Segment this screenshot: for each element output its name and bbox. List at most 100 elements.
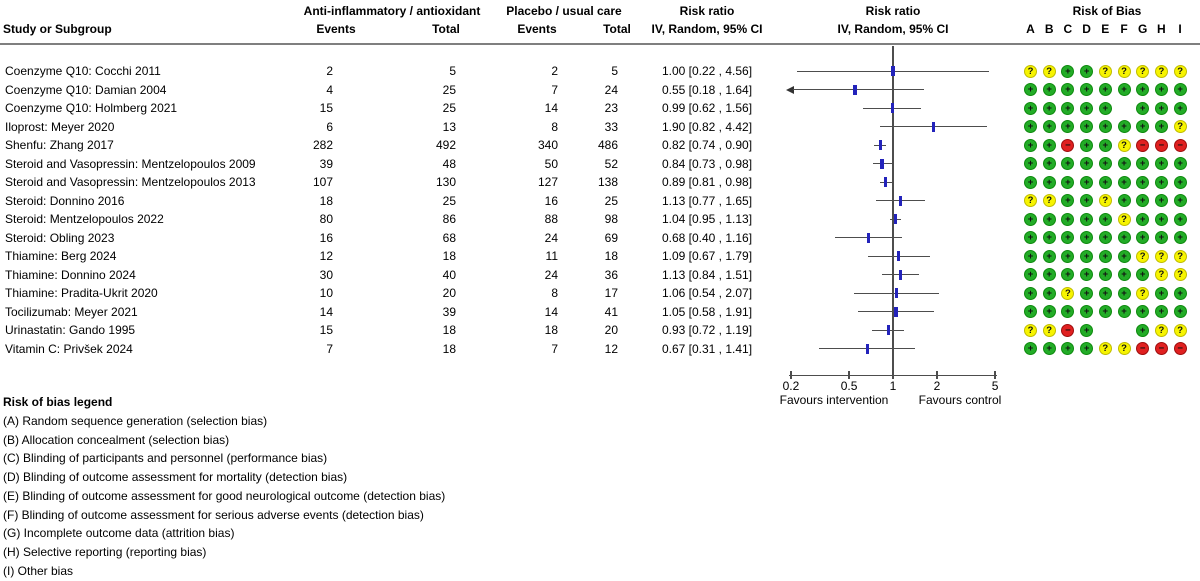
rob-unclear-risk-icon: ? <box>1042 323 1056 337</box>
rob-low-risk-icon: + <box>1024 305 1037 319</box>
null-effect-line <box>892 46 894 376</box>
point-estimate-marker <box>866 232 871 243</box>
rob-unclear-risk-icon: ? <box>1098 194 1112 208</box>
total-control: 98 <box>604 212 618 226</box>
rob-unclear-risk-icon: ? <box>1098 342 1112 356</box>
rob-low-risk-icon: + <box>1117 305 1131 319</box>
risk-ratio-plot-column-subtitle: IV, Random, 95% CI <box>837 22 949 36</box>
rob-low-risk-icon: + <box>1098 157 1112 171</box>
study-name: Thiamine: Pradita-Ukrit 2020 <box>5 286 158 300</box>
rob-low-risk-icon: + <box>1061 101 1075 115</box>
risk-ratio-plot-column-title: Risk ratio <box>865 4 921 18</box>
rob-low-risk-icon: + <box>1080 138 1094 152</box>
rob-low-risk-icon: + <box>1136 101 1150 115</box>
risk-of-bias-title: Risk of Bias <box>1072 4 1142 18</box>
rob-low-risk-icon: + <box>1024 342 1037 356</box>
rob-low-risk-icon: + <box>1042 212 1056 226</box>
rob-high-risk-icon: − <box>1061 323 1075 337</box>
rob-legend-item: (H) Selective reporting (reporting bias) <box>3 544 207 559</box>
rob-low-risk-icon: + <box>1154 231 1168 245</box>
events-control: 8 <box>551 286 558 300</box>
rob-legend-item: (D) Blinding of outcome assessment for m… <box>3 470 348 485</box>
rob-low-risk-icon: + <box>1173 175 1187 189</box>
study-row: Tocilizumab: Meyer 2021 14 39 14 41 1.05 [0.5… <box>0 303 1200 322</box>
events-control: 18 <box>544 323 558 337</box>
rob-low-risk-icon: + <box>1154 212 1168 226</box>
risk-ratio-ci-text: 1.13 [0.77 , 1.65] <box>661 193 753 208</box>
rob-low-risk-icon: + <box>1098 212 1112 226</box>
study-row: Urinastatin: Gando 1995 15 18 18 20 0.93 [0.7… <box>0 321 1200 340</box>
rob-low-risk-icon: + <box>1154 83 1168 97</box>
study-row: Steroid: Donnino 2016 18 25 16 25 1.13 [0.77 … <box>0 192 1200 211</box>
rob-low-risk-icon: + <box>1061 305 1075 319</box>
rob-low-risk-icon: + <box>1117 194 1131 208</box>
study-row: Thiamine: Berg 2024 12 18 11 18 1.09 [0.67 , … <box>0 247 1200 266</box>
rob-low-risk-icon: + <box>1080 64 1094 78</box>
events-intervention: 14 <box>319 304 333 319</box>
x-axis-tick <box>790 371 792 379</box>
risk-ratio-ci-text: 0.68 [0.40 , 1.16] <box>661 230 753 245</box>
total-intervention: 20 <box>442 286 456 300</box>
ci-clipped-left-arrow <box>786 85 794 94</box>
risk-ratio-ci-text: 0.67 [0.31 , 1.41] <box>661 341 753 356</box>
events-control: 7 <box>551 341 558 356</box>
rob-low-risk-icon: + <box>1117 83 1131 97</box>
events-control: 50 <box>544 156 558 171</box>
total-intervention: 48 <box>442 156 456 171</box>
total-control: 52 <box>604 156 618 171</box>
rob-unclear-risk-icon: ? <box>1117 212 1131 226</box>
rob-low-risk-icon: + <box>1080 83 1094 97</box>
rob-low-risk-icon: + <box>1117 175 1131 189</box>
rob-low-risk-icon: + <box>1136 194 1150 208</box>
rob-low-risk-icon: + <box>1173 101 1187 115</box>
study-row: Coenzyme Q10: Damian 2004 4 25 7 24 0.55 [0.1… <box>0 81 1200 100</box>
events-intervention: 80 <box>319 212 333 226</box>
rob-legend-item: (A) Random sequence generation (selectio… <box>3 414 268 428</box>
rob-high-risk-icon: − <box>1173 138 1187 152</box>
study-name: Coenzyme Q10: Holmberg 2021 <box>5 101 178 115</box>
rob-unclear-risk-icon: ? <box>1154 268 1168 282</box>
rob-low-risk-icon: + <box>1098 138 1112 152</box>
point-estimate-marker <box>893 214 898 225</box>
rob-low-risk-icon: + <box>1061 268 1075 282</box>
rob-low-risk-icon: + <box>1024 120 1037 134</box>
rob-low-risk-icon: + <box>1042 231 1056 245</box>
events-control: 2 <box>551 64 558 78</box>
rob-unclear-risk-icon: ? <box>1154 249 1168 263</box>
rob-low-risk-icon: + <box>1136 323 1150 337</box>
events-control: 340 <box>537 138 558 152</box>
x-axis-tick <box>848 371 850 379</box>
events-control: 14 <box>544 304 558 319</box>
rob-low-risk-icon: + <box>1117 231 1131 245</box>
rob-unclear-risk-icon: ? <box>1173 249 1187 263</box>
x-axis-tick-label: 0.5 <box>840 379 858 393</box>
total-intervention: 18 <box>442 249 456 263</box>
rob-low-risk-icon: + <box>1098 231 1112 245</box>
point-estimate-marker <box>891 66 895 77</box>
total-control: 5 <box>611 64 618 78</box>
rob-unclear-risk-icon: ? <box>1117 64 1131 78</box>
study-row: Steroid and Vasopressin: Mentzelopoulos … <box>0 155 1200 174</box>
events-intervention: 4 <box>326 82 333 97</box>
rob-low-risk-icon: + <box>1117 286 1131 300</box>
point-estimate-marker <box>883 177 888 188</box>
study-name: Iloprost: Meyer 2020 <box>5 119 115 134</box>
rob-low-risk-icon: + <box>1154 194 1168 208</box>
rob-low-risk-icon: + <box>1154 175 1168 189</box>
total-control: 486 <box>597 138 618 152</box>
rob-column-letter: E <box>1101 22 1110 36</box>
events-intervention: 10 <box>319 286 333 300</box>
events-intervention: 282 <box>312 138 333 152</box>
rob-legend-item: (B) Allocation concealment (selection bi… <box>3 432 230 447</box>
rob-unclear-risk-icon: ? <box>1136 286 1150 300</box>
study-name: Steroid and Vasopressin: Mentzelopoulos … <box>5 175 256 189</box>
risk-ratio-ci-text: 1.04 [0.95 , 1.13] <box>661 212 753 226</box>
risk-ratio-ci-text: 1.06 [0.54 , 2.07] <box>661 286 753 300</box>
risk-ratio-ci-text: 1.09 [0.67 , 1.79] <box>661 249 753 263</box>
study-name: Vitamin C: Privšek 2024 <box>5 341 133 356</box>
risk-ratio-ci-text: 0.55 [0.18 , 1.64] <box>661 82 753 97</box>
total-control: 18 <box>604 249 618 263</box>
rob-high-risk-icon: − <box>1061 138 1075 152</box>
x-axis-tick-label: 5 <box>991 379 999 393</box>
rob-low-risk-icon: + <box>1136 305 1150 319</box>
